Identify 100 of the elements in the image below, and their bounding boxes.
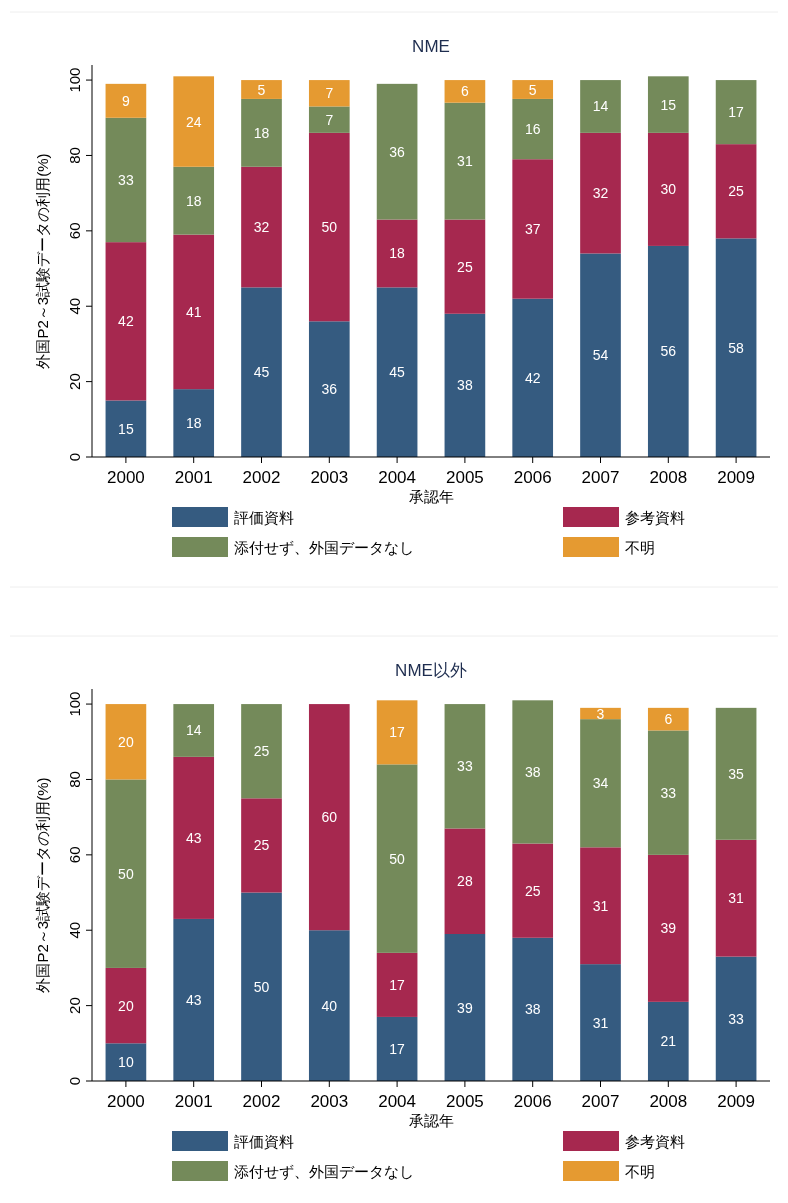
legend-item: 不明 <box>563 1161 655 1181</box>
data-label: 25 <box>524 882 541 899</box>
data-label: 18 <box>185 192 202 209</box>
bar <box>512 159 554 299</box>
chart-title: NME <box>412 37 450 56</box>
x-tick-label: 2005 <box>445 468 484 487</box>
bar <box>444 704 486 829</box>
data-label: 5 <box>528 81 537 98</box>
legend-label: 不明 <box>625 539 655 556</box>
bar <box>444 102 486 220</box>
legend-item: 評価資料 <box>172 1131 294 1151</box>
data-label: 37 <box>524 220 541 237</box>
bar <box>105 704 147 780</box>
x-tick-label: 2004 <box>378 468 417 487</box>
legend-label: 参考資料 <box>625 509 685 526</box>
bar <box>444 313 486 457</box>
bar <box>173 918 215 1081</box>
data-label: 14 <box>592 98 609 115</box>
bar <box>308 704 350 931</box>
bar <box>105 242 147 401</box>
data-label: 31 <box>457 153 473 170</box>
y-axis-title: 外国P2～3試験データの利用(%) <box>34 777 51 993</box>
x-tick-label: 2002 <box>242 468 281 487</box>
bar <box>105 83 147 118</box>
data-label: 32 <box>253 219 270 236</box>
bar <box>715 707 757 840</box>
data-label: 6 <box>664 711 673 728</box>
data-label: 30 <box>660 181 677 198</box>
y-axis-title: 外国P2～3試験データの利用(%) <box>34 153 51 369</box>
bar <box>715 839 757 957</box>
data-label: 38 <box>457 377 473 394</box>
x-tick-label: 2001 <box>174 1092 213 1111</box>
data-label: 6 <box>461 83 469 100</box>
data-label: 20 <box>118 997 134 1014</box>
y-tick-label: 40 <box>66 921 83 939</box>
bar <box>376 952 418 1017</box>
chart-title: NME以外 <box>395 661 467 680</box>
bar <box>444 219 486 314</box>
data-label: 38 <box>524 1001 541 1018</box>
bar <box>105 967 147 1044</box>
data-label: 43 <box>185 829 202 846</box>
legend-label: 評価資料 <box>234 509 294 526</box>
data-label: 9 <box>122 92 130 109</box>
bar <box>308 106 350 133</box>
bar <box>105 117 147 243</box>
data-label: 28 <box>457 873 473 890</box>
bar <box>376 1016 418 1081</box>
bar <box>173 389 215 457</box>
data-label: 25 <box>728 183 745 200</box>
bar <box>580 847 621 965</box>
data-label: 58 <box>728 339 745 356</box>
data-label: 18 <box>185 415 202 432</box>
data-label: 15 <box>118 420 134 437</box>
bar <box>241 287 282 457</box>
y-tick-label: 20 <box>66 997 83 1014</box>
x-tick-label: 2000 <box>106 468 145 487</box>
bar <box>241 704 282 799</box>
y-tick-label: 60 <box>66 222 83 240</box>
data-label: 50 <box>118 865 134 882</box>
data-label: 31 <box>728 890 745 907</box>
data-label: 35 <box>728 765 745 782</box>
data-label: 3 <box>596 705 605 722</box>
x-tick-label: 2005 <box>445 1092 484 1111</box>
y-tick-label: 20 <box>66 373 83 390</box>
x-tick-label: 2002 <box>242 1092 281 1111</box>
bar <box>376 83 418 220</box>
bar <box>376 287 418 457</box>
legend-item: 参考資料 <box>563 507 685 527</box>
x-tick-label: 2008 <box>649 468 688 487</box>
data-label: 43 <box>185 991 202 1008</box>
data-label: 45 <box>389 364 406 381</box>
data-label: 39 <box>660 920 677 937</box>
bar <box>308 80 350 107</box>
x-tick-label: 2009 <box>717 468 756 487</box>
data-label: 36 <box>321 381 338 398</box>
bar <box>715 144 757 239</box>
legend-label: 参考資料 <box>625 1133 685 1150</box>
legend-item: 参考資料 <box>563 1131 685 1151</box>
data-label: 45 <box>253 364 270 381</box>
bar <box>308 132 350 322</box>
x-axis-title: 承認年 <box>408 1112 454 1129</box>
bar <box>647 1001 689 1081</box>
data-label: 25 <box>457 258 473 275</box>
bar <box>512 843 554 938</box>
y-tick-label: 100 <box>66 67 83 93</box>
data-label: 41 <box>185 303 202 320</box>
bar <box>715 80 757 145</box>
data-label: 25 <box>253 743 270 760</box>
bar <box>512 80 554 99</box>
bar <box>647 245 689 457</box>
data-label: 20 <box>118 733 134 750</box>
data-label: 10 <box>118 1054 134 1071</box>
legend-item: 不明 <box>563 537 655 557</box>
data-label: 16 <box>524 121 541 138</box>
y-tick-label: 100 <box>66 691 83 717</box>
data-label: 34 <box>592 775 609 792</box>
data-label: 60 <box>321 809 338 826</box>
bar <box>376 700 418 765</box>
bar <box>715 956 757 1081</box>
legend-label: 不明 <box>625 1163 655 1180</box>
